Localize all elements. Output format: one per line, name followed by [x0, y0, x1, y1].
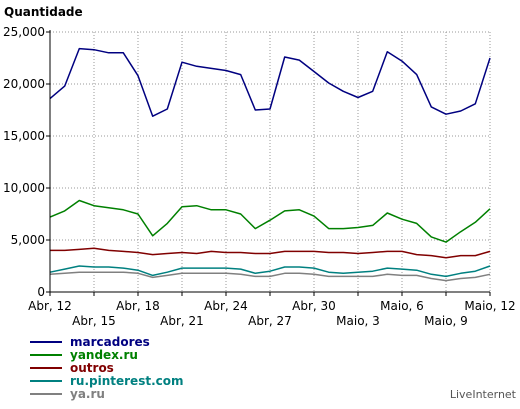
- x-tick-label: Abr, 18: [116, 299, 160, 313]
- series-line-yandex-ru: [49, 199, 491, 243]
- series-line-ru-pinterest-com: [49, 265, 491, 278]
- x-tick-label: Abr, 24: [204, 299, 248, 313]
- brand-label: LiveInternet: [450, 388, 517, 401]
- y-tick-label: 15,000: [3, 129, 45, 143]
- grid-layer: [50, 31, 491, 292]
- y-tick-label: 25,000: [3, 25, 45, 39]
- legend-label-marcadores: marcadores: [70, 335, 150, 349]
- legend: marcadoresyandex.ruoutrosru.pinterest.co…: [30, 335, 184, 401]
- series-line-outros: [50, 247, 491, 259]
- x-tick-label: Maio, 3: [336, 314, 380, 328]
- y-tick-label: 20,000: [3, 77, 45, 91]
- legend-label-ya-ru: ya.ru: [70, 387, 105, 401]
- x-tick-label: Abr, 15: [72, 314, 116, 328]
- x-tick-label: Abr, 27: [248, 314, 292, 328]
- legend-label-ru-pinterest-com: ru.pinterest.com: [70, 374, 184, 388]
- x-tick-label: Maio, 12: [464, 299, 515, 313]
- y-tick-label: 0: [37, 285, 45, 299]
- series-line-ya-ru: [49, 271, 491, 282]
- legend-label-outros: outros: [70, 361, 114, 375]
- series-line-marcadores: [49, 47, 491, 117]
- x-tick-label: Abr, 12: [28, 299, 72, 313]
- x-tick-label: Abr, 30: [292, 299, 336, 313]
- series-layer: [49, 47, 491, 282]
- y-tick-label: 5,000: [11, 233, 45, 247]
- x-tick-label: Maio, 9: [424, 314, 468, 328]
- x-tick-label: Abr, 21: [160, 314, 204, 328]
- y-axis-label: Quantidade: [4, 5, 83, 19]
- x-tick-label: Maio, 6: [380, 299, 424, 313]
- y-tick-label: 10,000: [3, 181, 45, 195]
- legend-label-yandex-ru: yandex.ru: [70, 348, 138, 362]
